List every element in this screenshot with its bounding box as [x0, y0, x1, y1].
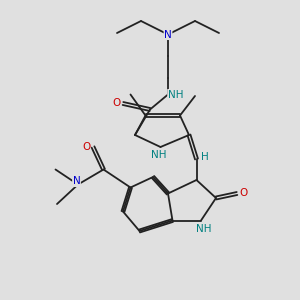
Text: N: N — [164, 29, 172, 40]
Text: O: O — [239, 188, 248, 199]
Text: O: O — [82, 142, 91, 152]
Text: NH: NH — [151, 149, 167, 160]
Text: NH: NH — [196, 224, 211, 234]
Text: H: H — [201, 152, 209, 163]
Text: N: N — [73, 176, 80, 187]
Text: NH: NH — [168, 89, 183, 100]
Text: O: O — [112, 98, 121, 109]
